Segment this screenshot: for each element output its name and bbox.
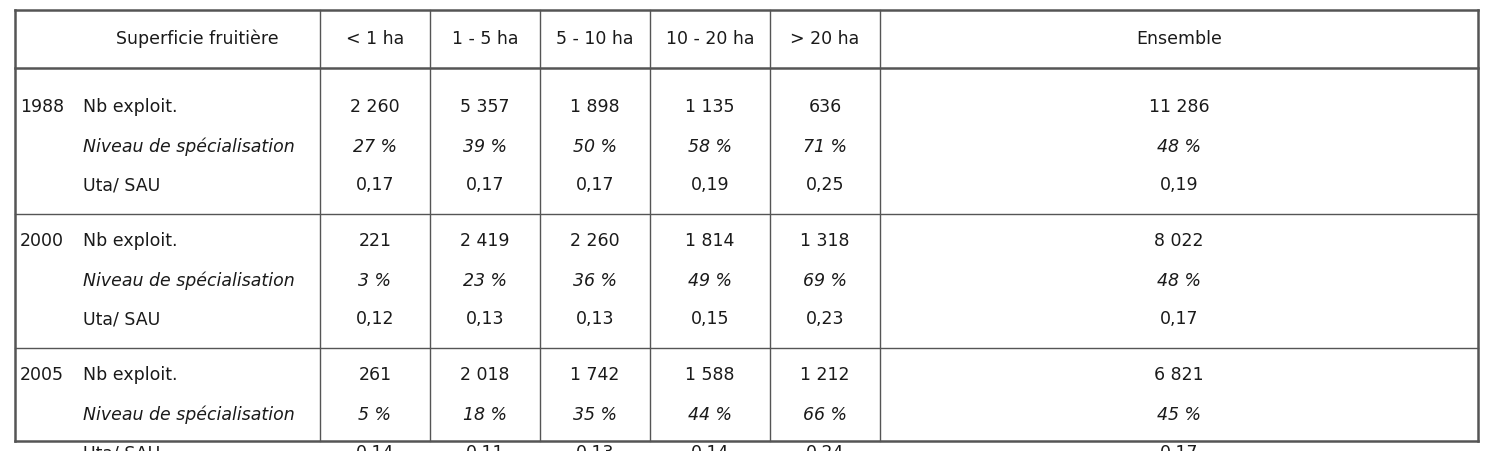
- Text: 0,24: 0,24: [806, 445, 844, 451]
- Text: Uta/ SAU: Uta/ SAU: [84, 310, 160, 328]
- Text: 5 %: 5 %: [358, 405, 391, 423]
- Text: 0,19: 0,19: [1160, 176, 1199, 194]
- Text: 58 %: 58 %: [688, 138, 732, 156]
- Text: 0,13: 0,13: [466, 310, 505, 328]
- Text: 50 %: 50 %: [573, 138, 617, 156]
- Text: 0,17: 0,17: [466, 176, 505, 194]
- Text: 261: 261: [358, 367, 391, 385]
- Text: Uta/ SAU: Uta/ SAU: [84, 445, 160, 451]
- Text: 0,12: 0,12: [355, 310, 394, 328]
- Text: 8 022: 8 022: [1154, 233, 1203, 250]
- Text: Niveau de spécialisation: Niveau de spécialisation: [84, 405, 294, 424]
- Text: 69 %: 69 %: [803, 272, 847, 290]
- Text: 18 %: 18 %: [463, 405, 508, 423]
- Text: Niveau de spécialisation: Niveau de spécialisation: [84, 137, 294, 156]
- Text: 1 814: 1 814: [685, 233, 735, 250]
- Text: 0,11: 0,11: [466, 445, 505, 451]
- Text: 2 260: 2 260: [351, 98, 400, 116]
- Text: Ensemble: Ensemble: [1136, 30, 1221, 48]
- Text: 1988: 1988: [19, 98, 64, 116]
- Text: 39 %: 39 %: [463, 138, 508, 156]
- Text: 0,14: 0,14: [355, 445, 394, 451]
- Text: 0,15: 0,15: [691, 310, 729, 328]
- Text: 6 821: 6 821: [1154, 367, 1203, 385]
- Text: 2000: 2000: [19, 233, 64, 250]
- Text: 44 %: 44 %: [688, 405, 732, 423]
- Text: 0,13: 0,13: [576, 445, 614, 451]
- Text: 0,14: 0,14: [691, 445, 729, 451]
- Text: 1 898: 1 898: [570, 98, 620, 116]
- Text: 0,23: 0,23: [806, 310, 844, 328]
- Text: 0,25: 0,25: [806, 176, 844, 194]
- Text: 5 357: 5 357: [460, 98, 509, 116]
- Text: Nb exploit.: Nb exploit.: [84, 367, 178, 385]
- Text: Superficie fruitière: Superficie fruitière: [116, 30, 279, 48]
- Text: 2 260: 2 260: [570, 233, 620, 250]
- Text: 0,17: 0,17: [576, 176, 614, 194]
- Text: Niveau de spécialisation: Niveau de spécialisation: [84, 271, 294, 290]
- Text: 49 %: 49 %: [688, 272, 732, 290]
- Text: 1 742: 1 742: [570, 367, 620, 385]
- Text: 11 286: 11 286: [1148, 98, 1209, 116]
- Text: 1 135: 1 135: [685, 98, 735, 116]
- Text: Uta/ SAU: Uta/ SAU: [84, 176, 160, 194]
- Text: 66 %: 66 %: [803, 405, 847, 423]
- Text: 2 419: 2 419: [460, 233, 509, 250]
- Text: < 1 ha: < 1 ha: [346, 30, 405, 48]
- Text: 35 %: 35 %: [573, 405, 617, 423]
- Text: 36 %: 36 %: [573, 272, 617, 290]
- Text: 48 %: 48 %: [1157, 138, 1200, 156]
- Text: 71 %: 71 %: [803, 138, 847, 156]
- Text: 1 588: 1 588: [685, 367, 735, 385]
- Text: 0,17: 0,17: [1160, 445, 1199, 451]
- Text: 2005: 2005: [19, 367, 64, 385]
- Text: 27 %: 27 %: [352, 138, 397, 156]
- Text: Nb exploit.: Nb exploit.: [84, 233, 178, 250]
- Text: 0,13: 0,13: [576, 310, 614, 328]
- Text: 3 %: 3 %: [358, 272, 391, 290]
- Text: Nb exploit.: Nb exploit.: [84, 98, 178, 116]
- Text: 10 - 20 ha: 10 - 20 ha: [666, 30, 754, 48]
- Text: 0,19: 0,19: [691, 176, 729, 194]
- Text: 1 - 5 ha: 1 - 5 ha: [452, 30, 518, 48]
- Text: 0,17: 0,17: [355, 176, 394, 194]
- Text: 221: 221: [358, 233, 391, 250]
- Text: 48 %: 48 %: [1157, 272, 1200, 290]
- Text: 5 - 10 ha: 5 - 10 ha: [557, 30, 633, 48]
- Text: > 20 ha: > 20 ha: [790, 30, 860, 48]
- Text: 23 %: 23 %: [463, 272, 508, 290]
- Text: 1 212: 1 212: [800, 367, 850, 385]
- Text: 45 %: 45 %: [1157, 405, 1200, 423]
- Text: 2 018: 2 018: [460, 367, 509, 385]
- Text: 636: 636: [808, 98, 842, 116]
- Text: 1 318: 1 318: [800, 233, 850, 250]
- Text: 0,17: 0,17: [1160, 310, 1199, 328]
